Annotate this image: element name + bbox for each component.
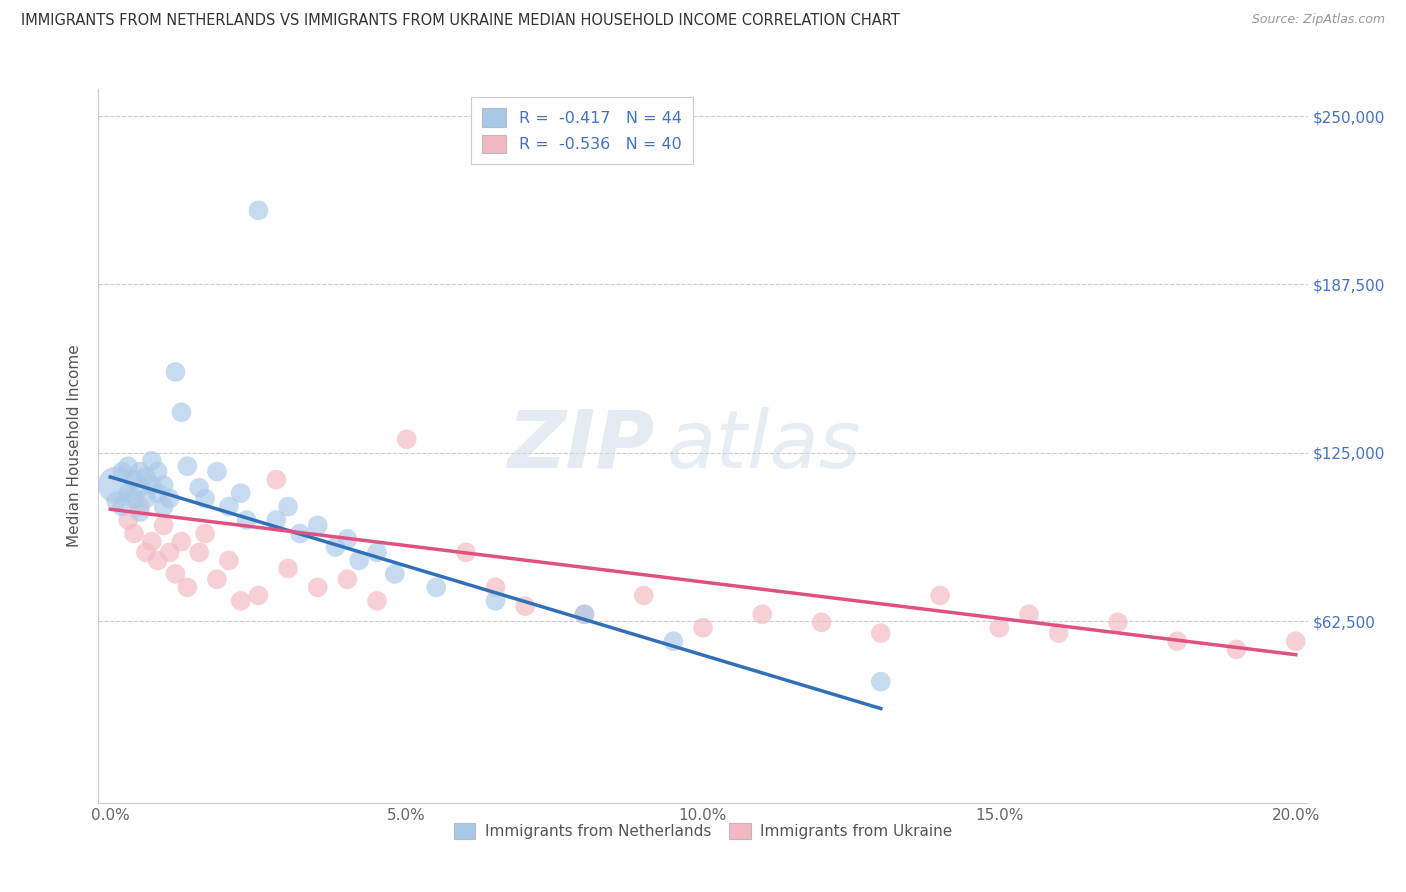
Point bbox=[146, 553, 169, 567]
Text: IMMIGRANTS FROM NETHERLANDS VS IMMIGRANTS FROM UKRAINE MEDIAN HOUSEHOLD INCOME C: IMMIGRANTS FROM NETHERLANDS VS IMMIGRANT… bbox=[21, 13, 900, 29]
Point bbox=[347, 553, 370, 567]
Point bbox=[176, 459, 198, 474]
Point bbox=[484, 580, 506, 594]
Point bbox=[205, 572, 228, 586]
Point bbox=[264, 473, 287, 487]
Point bbox=[1047, 626, 1070, 640]
Point bbox=[384, 566, 406, 581]
Point bbox=[117, 459, 139, 474]
Point bbox=[111, 465, 134, 479]
Point bbox=[176, 580, 198, 594]
Point bbox=[194, 491, 217, 506]
Point bbox=[141, 478, 163, 492]
Point bbox=[117, 513, 139, 527]
Point bbox=[988, 621, 1011, 635]
Point bbox=[194, 526, 217, 541]
Point bbox=[218, 500, 240, 514]
Point bbox=[574, 607, 596, 622]
Point bbox=[188, 545, 211, 559]
Point bbox=[751, 607, 773, 622]
Point bbox=[325, 540, 347, 554]
Point bbox=[929, 589, 952, 603]
Point bbox=[165, 365, 187, 379]
Y-axis label: Median Household Income: Median Household Income bbox=[67, 344, 83, 548]
Point bbox=[366, 594, 388, 608]
Point bbox=[122, 491, 145, 506]
Text: ZIP: ZIP bbox=[508, 407, 655, 485]
Point bbox=[188, 481, 211, 495]
Point bbox=[122, 526, 145, 541]
Point bbox=[633, 589, 655, 603]
Point bbox=[336, 532, 359, 546]
Point bbox=[574, 607, 596, 622]
Point bbox=[366, 545, 388, 559]
Point bbox=[869, 626, 891, 640]
Point bbox=[152, 518, 174, 533]
Point bbox=[229, 594, 252, 608]
Point bbox=[170, 405, 193, 419]
Point bbox=[152, 478, 174, 492]
Point bbox=[129, 465, 152, 479]
Point bbox=[135, 545, 157, 559]
Point bbox=[869, 674, 891, 689]
Point bbox=[205, 465, 228, 479]
Point bbox=[1285, 634, 1308, 648]
Legend: Immigrants from Netherlands, Immigrants from Ukraine: Immigrants from Netherlands, Immigrants … bbox=[449, 817, 957, 845]
Point bbox=[235, 513, 257, 527]
Text: Source: ZipAtlas.com: Source: ZipAtlas.com bbox=[1251, 13, 1385, 27]
Point bbox=[146, 486, 169, 500]
Point bbox=[117, 486, 139, 500]
Point bbox=[159, 491, 181, 506]
Point bbox=[247, 203, 270, 218]
Point bbox=[277, 561, 299, 575]
Point bbox=[515, 599, 537, 614]
Point bbox=[141, 534, 163, 549]
Point bbox=[1107, 615, 1129, 630]
Point bbox=[218, 553, 240, 567]
Point bbox=[425, 580, 447, 594]
Point bbox=[692, 621, 714, 635]
Point bbox=[129, 505, 152, 519]
Point bbox=[129, 481, 152, 495]
Point bbox=[1225, 642, 1247, 657]
Point bbox=[395, 432, 418, 446]
Point bbox=[135, 470, 157, 484]
Point bbox=[105, 494, 128, 508]
Point bbox=[336, 572, 359, 586]
Point bbox=[264, 513, 287, 527]
Point bbox=[277, 500, 299, 514]
Point bbox=[129, 500, 152, 514]
Point bbox=[141, 454, 163, 468]
Point bbox=[307, 580, 329, 594]
Point bbox=[454, 545, 477, 559]
Point bbox=[152, 500, 174, 514]
Text: atlas: atlas bbox=[666, 407, 862, 485]
Point bbox=[159, 545, 181, 559]
Point bbox=[247, 589, 270, 603]
Point bbox=[135, 491, 157, 506]
Point bbox=[122, 473, 145, 487]
Point bbox=[165, 566, 187, 581]
Point bbox=[111, 500, 134, 514]
Point bbox=[229, 486, 252, 500]
Point bbox=[105, 478, 128, 492]
Point bbox=[810, 615, 832, 630]
Point bbox=[288, 526, 311, 541]
Point bbox=[170, 534, 193, 549]
Point bbox=[1018, 607, 1040, 622]
Point bbox=[146, 465, 169, 479]
Point bbox=[662, 634, 685, 648]
Point bbox=[307, 518, 329, 533]
Point bbox=[1166, 634, 1188, 648]
Point bbox=[484, 594, 506, 608]
